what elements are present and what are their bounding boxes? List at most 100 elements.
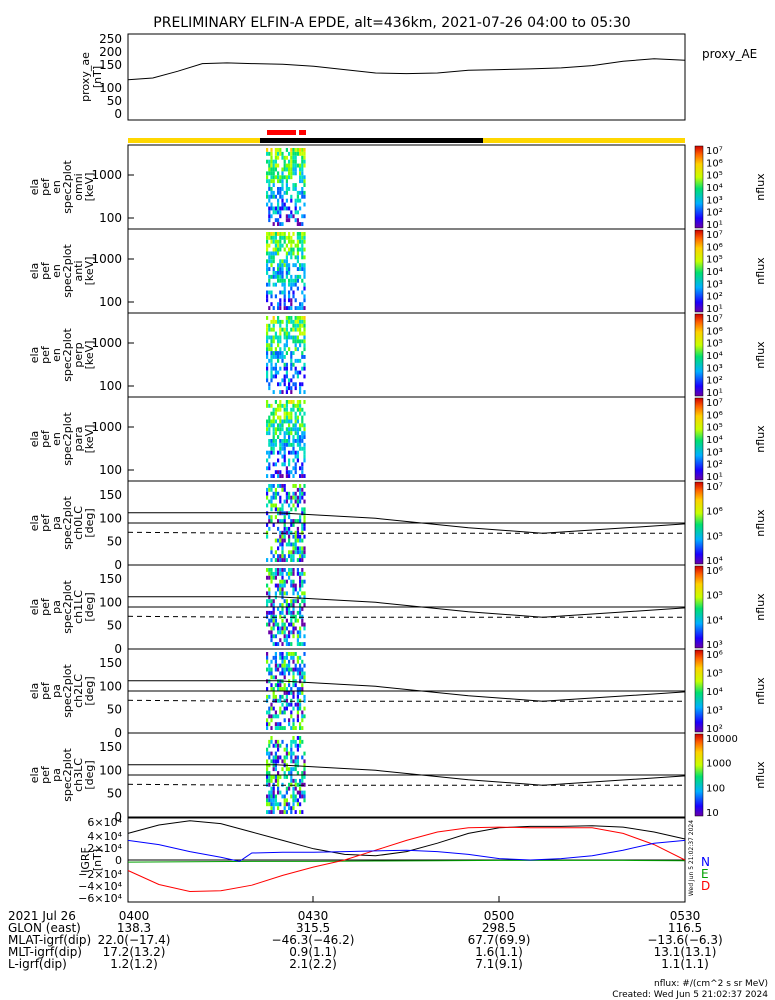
spectrogram-cell: [277, 435, 280, 439]
spectrogram-cell: [290, 210, 293, 215]
spectrogram-cell: [299, 499, 302, 504]
spectrogram-cell: [272, 714, 275, 719]
spectrogram-cell: [277, 474, 280, 478]
spectrogram-cell: [285, 411, 288, 416]
spectrogram-cell: [266, 450, 269, 455]
spectrogram-cell: [292, 382, 295, 387]
spectrogram-cell: [283, 366, 286, 371]
spectrogram-cell: [268, 743, 271, 748]
spectrogram-cell: [283, 568, 286, 572]
spectrogram-cell: [279, 583, 282, 588]
spectrogram-cell: [268, 587, 271, 592]
spectrogram-cell: [299, 554, 302, 559]
spectrogram-cell: [294, 491, 297, 496]
spectrogram-cell: [294, 810, 297, 814]
spectrogram-cell: [285, 642, 288, 646]
spectrogram-cell: [266, 722, 269, 727]
panel-ytick: 100: [99, 295, 122, 309]
spectrogram-cell: [299, 474, 302, 478]
spectrogram-cell: [285, 702, 288, 707]
spectrogram-cell: [283, 526, 286, 531]
spectrogram-cell: [266, 370, 269, 375]
spectrogram-cell: [301, 491, 304, 496]
spectrogram-cell: [285, 786, 288, 791]
spectrogram-cell: [303, 431, 306, 436]
spectrogram-cell: [296, 736, 299, 740]
panel-ytick: 1000: [91, 168, 122, 182]
spectrogram-cell: [299, 267, 302, 271]
spectrogram-cell: [288, 151, 291, 156]
panel-ytick: 150: [99, 656, 122, 670]
spectrogram-cell: [277, 607, 280, 611]
spectrogram-cell: [288, 290, 291, 295]
spectrogram-cell: [270, 239, 273, 244]
spectrogram-cell: [294, 427, 297, 432]
spectrogram-cell: [272, 167, 275, 172]
spectrogram-cell: [283, 579, 286, 584]
spectrogram-cell: [299, 583, 302, 588]
spectrogram-cell: [301, 554, 304, 559]
spectrogram-cell: [288, 554, 291, 559]
spectrogram-cell: [285, 187, 288, 191]
spectrogram-cell: [266, 599, 269, 604]
spectrogram-cell: [303, 519, 306, 523]
spectrogram-cell: [292, 282, 295, 287]
spectrogram-cell: [268, 159, 271, 164]
spectrogram-cell: [303, 155, 306, 160]
spectrogram-cell: [281, 319, 284, 324]
spectrogram-cell: [266, 610, 269, 615]
spectrogram-cell: [268, 382, 271, 387]
spectrogram-cell: [266, 575, 269, 580]
spectrogram-cell: [301, 810, 304, 814]
spectrogram-cell: [301, 671, 304, 676]
spectrogram-cell: [294, 419, 297, 424]
spectrogram-cell: [288, 411, 291, 416]
spectrogram-cell: [303, 214, 306, 219]
spectrogram-cell: [268, 575, 271, 580]
igrf-legend-e: E: [701, 867, 709, 881]
spectrogram-cell: [274, 194, 277, 199]
spectrogram-cell: [288, 247, 291, 252]
spectrogram-cell: [292, 571, 295, 576]
spectrogram-cell: [292, 403, 295, 408]
spectrogram-cell: [272, 306, 275, 310]
colorbar-tick: 10⁵: [706, 591, 723, 602]
spectrogram-cell: [281, 622, 284, 627]
spectrogram-cell: [303, 319, 306, 324]
spectrogram-cell: [292, 151, 295, 156]
spectrogram-cell: [281, 554, 284, 559]
spectrogram-cell: [274, 319, 277, 324]
spectrogram-cell: [277, 267, 280, 271]
spectrogram-cell: [299, 794, 302, 799]
spectrogram-cell: [296, 403, 299, 408]
spectrogram-cell: [279, 542, 282, 547]
spectrogram-cell: [272, 210, 275, 215]
spectrogram-cell: [272, 419, 275, 424]
spectrogram-cell: [301, 726, 304, 730]
spectrogram-cell: [285, 694, 288, 699]
spectrogram-cell: [290, 568, 293, 572]
spectrogram-cell: [296, 526, 299, 531]
spectrogram-cell: [296, 243, 299, 248]
spectrogram-cell: [272, 622, 275, 627]
spectrogram-cell: [301, 171, 304, 176]
panel-ylabel: [deg]: [83, 676, 96, 705]
spectrogram-cell: [296, 198, 299, 203]
spectrogram-cell: [303, 306, 306, 310]
spectrogram-cell: [290, 743, 293, 748]
panel-ytick: 150: [99, 488, 122, 502]
panel-ytick: 0: [114, 642, 122, 656]
spectrogram-cell: [272, 786, 275, 791]
spectrogram-cell: [266, 474, 269, 478]
spectrogram-cell: [272, 484, 275, 488]
spectrogram-cell: [290, 622, 293, 627]
spectrogram-cell: [270, 507, 273, 512]
spectrogram-cell: [281, 587, 284, 592]
spectrogram-cell: [274, 366, 277, 371]
spectrogram-cell: [292, 579, 295, 584]
igrf-series-line: [127, 839, 686, 862]
spectrogram-cell: [292, 591, 295, 596]
spectrogram-cell: [299, 698, 302, 703]
spectrogram-cell: [268, 327, 271, 332]
spectrogram-cell: [283, 259, 286, 264]
